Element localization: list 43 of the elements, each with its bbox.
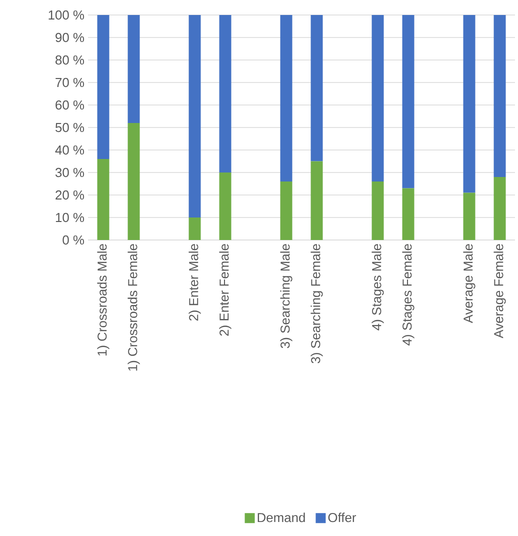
bar bbox=[463, 192, 476, 240]
x-tick-label: 2) Enter Male bbox=[188, 244, 201, 321]
y-tick-label: 0 % bbox=[62, 235, 84, 245]
bar bbox=[372, 182, 384, 240]
bar bbox=[97, 159, 110, 240]
bar bbox=[128, 14, 140, 123]
bar bbox=[219, 172, 232, 240]
bar bbox=[372, 14, 384, 182]
y-tick-label: 50 % bbox=[55, 122, 84, 132]
bar bbox=[402, 188, 414, 240]
x-tick-label: 4) Stages Female bbox=[402, 244, 414, 346]
bar bbox=[494, 177, 506, 240]
x-tick-label: 2) Enter Female bbox=[219, 244, 232, 336]
y-tick-label: 20 % bbox=[56, 190, 84, 200]
x-tick-label: 4) Stages Male bbox=[372, 244, 384, 330]
y-tick-label: 60 % bbox=[56, 100, 84, 110]
y-tick-label: 100 % bbox=[48, 10, 84, 20]
x-tick-label: 1) Crossroads Male bbox=[97, 244, 110, 356]
bar bbox=[402, 14, 414, 188]
x-tick-label: 3) Searching Male bbox=[280, 244, 292, 348]
bar bbox=[188, 218, 201, 240]
bar bbox=[463, 14, 476, 193]
legend-label: Offer bbox=[328, 512, 356, 522]
bar bbox=[128, 123, 140, 240]
x-tick-label: 1) Crossroads Female bbox=[128, 244, 140, 371]
bar bbox=[280, 182, 292, 240]
y-tick-label: 10 % bbox=[56, 212, 84, 222]
bar bbox=[494, 14, 506, 177]
y-tick-label: 90 % bbox=[56, 32, 84, 42]
x-tick-label: Average Male bbox=[463, 244, 476, 324]
y-tick-label: 30 % bbox=[55, 168, 84, 178]
bar bbox=[310, 14, 323, 162]
bar bbox=[188, 14, 201, 218]
y-tick-label: 80 % bbox=[56, 55, 84, 65]
legend-label: Demand bbox=[258, 512, 305, 522]
y-tick-label: 40 % bbox=[55, 145, 84, 155]
bar bbox=[310, 161, 323, 240]
bar bbox=[219, 14, 232, 172]
bar bbox=[97, 14, 110, 159]
y-tick-label: 70 % bbox=[56, 78, 84, 88]
x-tick-label: 3) Searching Female bbox=[310, 244, 323, 364]
bar bbox=[280, 14, 292, 182]
x-tick-label: Average Female bbox=[494, 244, 506, 338]
